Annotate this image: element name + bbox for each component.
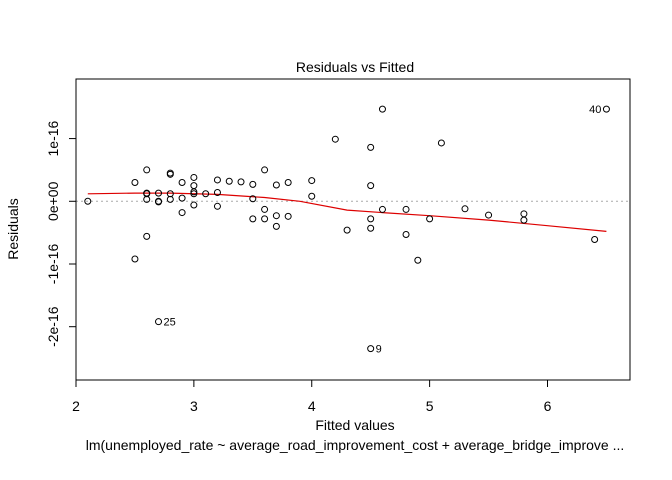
data-point (461, 205, 469, 213)
data-point (190, 190, 198, 198)
data-point (367, 215, 375, 223)
data-point (155, 189, 163, 197)
plot-frame (75, 78, 631, 381)
data-point (602, 105, 610, 113)
point-label: 25 (164, 317, 176, 329)
y-tick-label: 1e-16 (45, 120, 61, 156)
data-point (202, 190, 210, 198)
data-point (343, 226, 351, 234)
data-point (225, 177, 233, 185)
data-point (367, 143, 375, 151)
data-point (166, 170, 174, 178)
data-point (272, 181, 280, 189)
data-point (190, 201, 198, 209)
data-point (178, 209, 186, 217)
data-point (378, 205, 386, 213)
data-point (249, 195, 257, 203)
data-point (520, 216, 528, 224)
point-label: 9 (376, 344, 382, 356)
data-point (155, 198, 163, 206)
data-point (143, 232, 151, 240)
data-point (426, 215, 434, 223)
data-point (367, 345, 375, 353)
data-point (143, 195, 151, 203)
data-point (284, 178, 292, 186)
data-point (155, 318, 163, 326)
data-point (284, 212, 292, 220)
data-point (131, 178, 139, 186)
data-point (272, 222, 280, 230)
x-tick-label: 3 (190, 398, 198, 414)
data-point (261, 205, 269, 213)
chart-marks: 25 9 40 (84, 104, 610, 356)
chart-title: Residuals vs Fitted (296, 59, 414, 75)
data-point (591, 236, 599, 244)
data-point (84, 197, 92, 205)
model-caption: lm(unemployed_rate ~ average_road_improv… (86, 437, 625, 453)
data-point (402, 205, 410, 213)
data-point (131, 255, 139, 263)
data-point (143, 166, 151, 174)
chart-axes: 2 3 4 5 6 -2e-16 -1e-16 0e+00 1e-16 (45, 78, 631, 414)
data-point (213, 189, 221, 197)
data-point (237, 178, 245, 186)
data-point (414, 256, 422, 264)
data-point (520, 210, 528, 218)
data-point (190, 182, 198, 190)
data-point (261, 166, 269, 174)
y-axis-label: Residuals (5, 198, 21, 259)
data-point (437, 139, 445, 147)
data-point (249, 215, 257, 223)
data-point (367, 182, 375, 190)
y-tick-label: 0e+00 (45, 181, 61, 221)
data-point (308, 177, 316, 185)
y-tick-label: -1e-16 (45, 244, 61, 285)
smooth-line (87, 192, 607, 232)
y-tick-label: -2e-16 (45, 306, 61, 347)
x-axis-label: Fitted values (315, 417, 394, 433)
data-point (190, 173, 198, 181)
data-point (378, 105, 386, 113)
data-point (308, 192, 316, 200)
data-point (190, 188, 198, 196)
data-point (272, 212, 280, 220)
x-tick-label: 6 (544, 398, 552, 414)
data-point (213, 202, 221, 210)
point-label: 40 (589, 104, 601, 116)
x-tick-label: 4 (308, 398, 316, 414)
data-point (166, 195, 174, 203)
data-point (213, 176, 221, 184)
data-point (485, 211, 493, 219)
data-point (261, 215, 269, 223)
data-point (331, 135, 339, 143)
data-point (402, 231, 410, 239)
x-tick-label: 5 (426, 398, 434, 414)
x-tick-label: 2 (72, 398, 80, 414)
data-point (178, 194, 186, 202)
data-point (367, 224, 375, 232)
data-point (178, 178, 186, 186)
data-point (249, 180, 257, 188)
